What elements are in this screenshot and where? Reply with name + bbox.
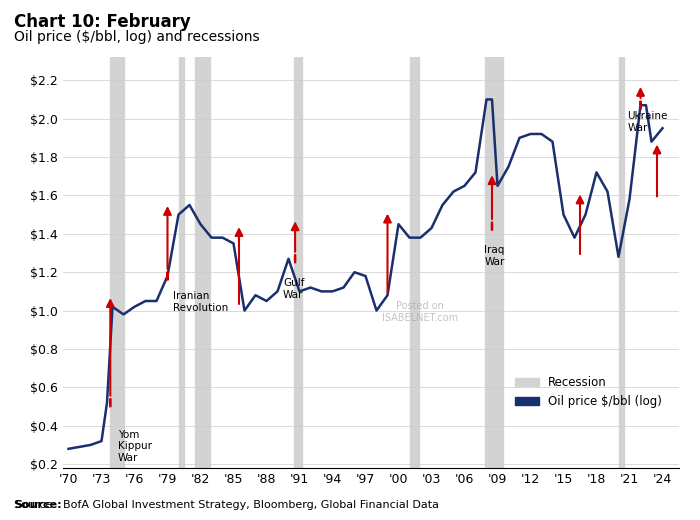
Bar: [294, 57, 302, 468]
Text: Iranian
Revolution: Iranian Revolution: [173, 291, 228, 313]
Bar: [178, 57, 184, 468]
Bar: [619, 57, 624, 468]
Text: Posted on
ISABELNET.com: Posted on ISABELNET.com: [382, 301, 458, 323]
Text: Gulf
War: Gulf War: [283, 278, 304, 300]
Text: Oil price ($/bbl, log) and recessions: Oil price ($/bbl, log) and recessions: [14, 30, 260, 44]
Text: Source:: Source:: [14, 500, 62, 510]
Text: Ukraine
War: Ukraine War: [627, 111, 668, 133]
Bar: [195, 57, 211, 468]
Text: Yom
Kippur
War: Yom Kippur War: [118, 430, 152, 463]
Bar: [410, 57, 419, 468]
Text: Chart 10: February: Chart 10: February: [14, 13, 190, 31]
Legend: Recession, Oil price $/bbl (log): Recession, Oil price $/bbl (log): [510, 371, 667, 413]
Text: Source:  BofA Global Investment Strategy, Bloomberg, Global Financial Data: Source: BofA Global Investment Strategy,…: [14, 500, 439, 510]
Bar: [485, 57, 503, 468]
Bar: [110, 57, 123, 468]
Text: Iraq
War: Iraq War: [484, 245, 505, 267]
